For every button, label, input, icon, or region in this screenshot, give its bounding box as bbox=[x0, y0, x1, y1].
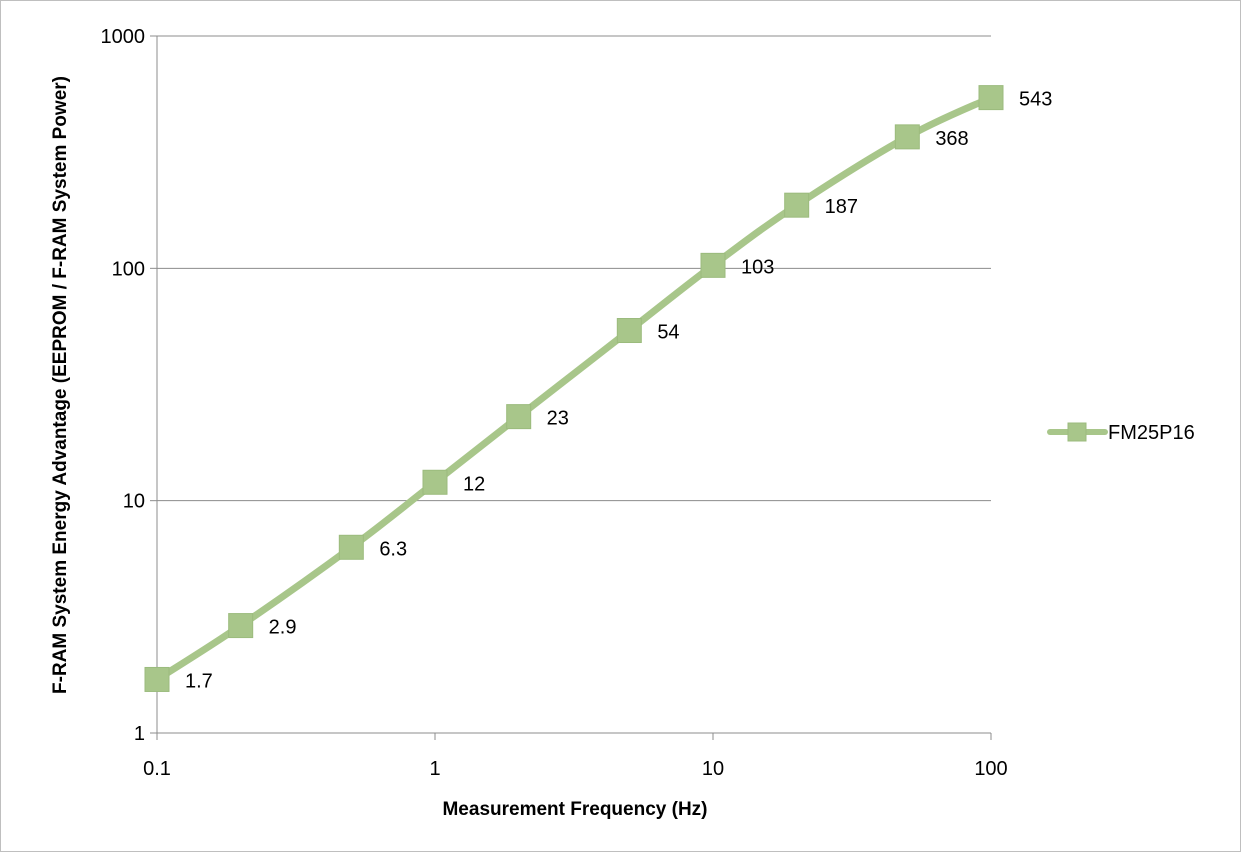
grid-lines bbox=[157, 35, 991, 502]
data-label-23: 23 bbox=[547, 408, 569, 430]
data-label-187: 187 bbox=[825, 196, 858, 218]
x-tick-label-0.1: 0.1 bbox=[143, 758, 171, 780]
y-axis-title: F-RAM System Energy Advantage (EEPROM / … bbox=[50, 76, 71, 694]
legend: FM25P16 bbox=[1047, 422, 1195, 444]
data-label-103: 103 bbox=[741, 256, 774, 278]
y-tick-label-1000: 1000 bbox=[101, 26, 146, 48]
x-tick-label-1: 1 bbox=[429, 758, 440, 780]
series-line-0 bbox=[153, 94, 995, 683]
legend-label: FM25P16 bbox=[1108, 422, 1195, 444]
series-fm25p16 bbox=[144, 85, 1004, 692]
data-labels: 1.7 2.9 6.3 12 23 54 103 187 368 543 bbox=[185, 89, 1052, 693]
data-point-543 bbox=[978, 85, 1004, 111]
data-label-12: 12 bbox=[463, 473, 485, 495]
data-point-187 bbox=[784, 192, 810, 218]
data-label-54: 54 bbox=[657, 322, 679, 344]
data-point-103 bbox=[700, 252, 726, 278]
data-point-2.9 bbox=[228, 613, 254, 639]
y-tick-label-10: 10 bbox=[123, 491, 145, 513]
data-label-543: 543 bbox=[1019, 89, 1052, 111]
axes: 1 10 100 1000 0.1 1 10 100 bbox=[101, 26, 1008, 780]
data-point-368 bbox=[894, 124, 920, 150]
data-point-23 bbox=[506, 404, 532, 430]
data-label-1.7: 1.7 bbox=[185, 670, 213, 692]
data-point-1.7 bbox=[144, 666, 170, 692]
x-tick-label-10: 10 bbox=[702, 758, 724, 780]
legend-marker bbox=[1067, 422, 1087, 442]
data-label-368: 368 bbox=[935, 128, 968, 150]
data-point-12 bbox=[422, 469, 448, 495]
y-tick-label-100: 100 bbox=[112, 258, 145, 280]
data-point-6.3 bbox=[338, 534, 364, 560]
x-tick-label-100: 100 bbox=[974, 758, 1007, 780]
data-label-6.3: 6.3 bbox=[379, 538, 407, 560]
data-point-54 bbox=[616, 318, 642, 344]
data-label-2.9: 2.9 bbox=[269, 617, 297, 639]
y-tick-label-1: 1 bbox=[134, 723, 145, 745]
x-axis-title: Measurement Frequency (Hz) bbox=[442, 799, 707, 820]
